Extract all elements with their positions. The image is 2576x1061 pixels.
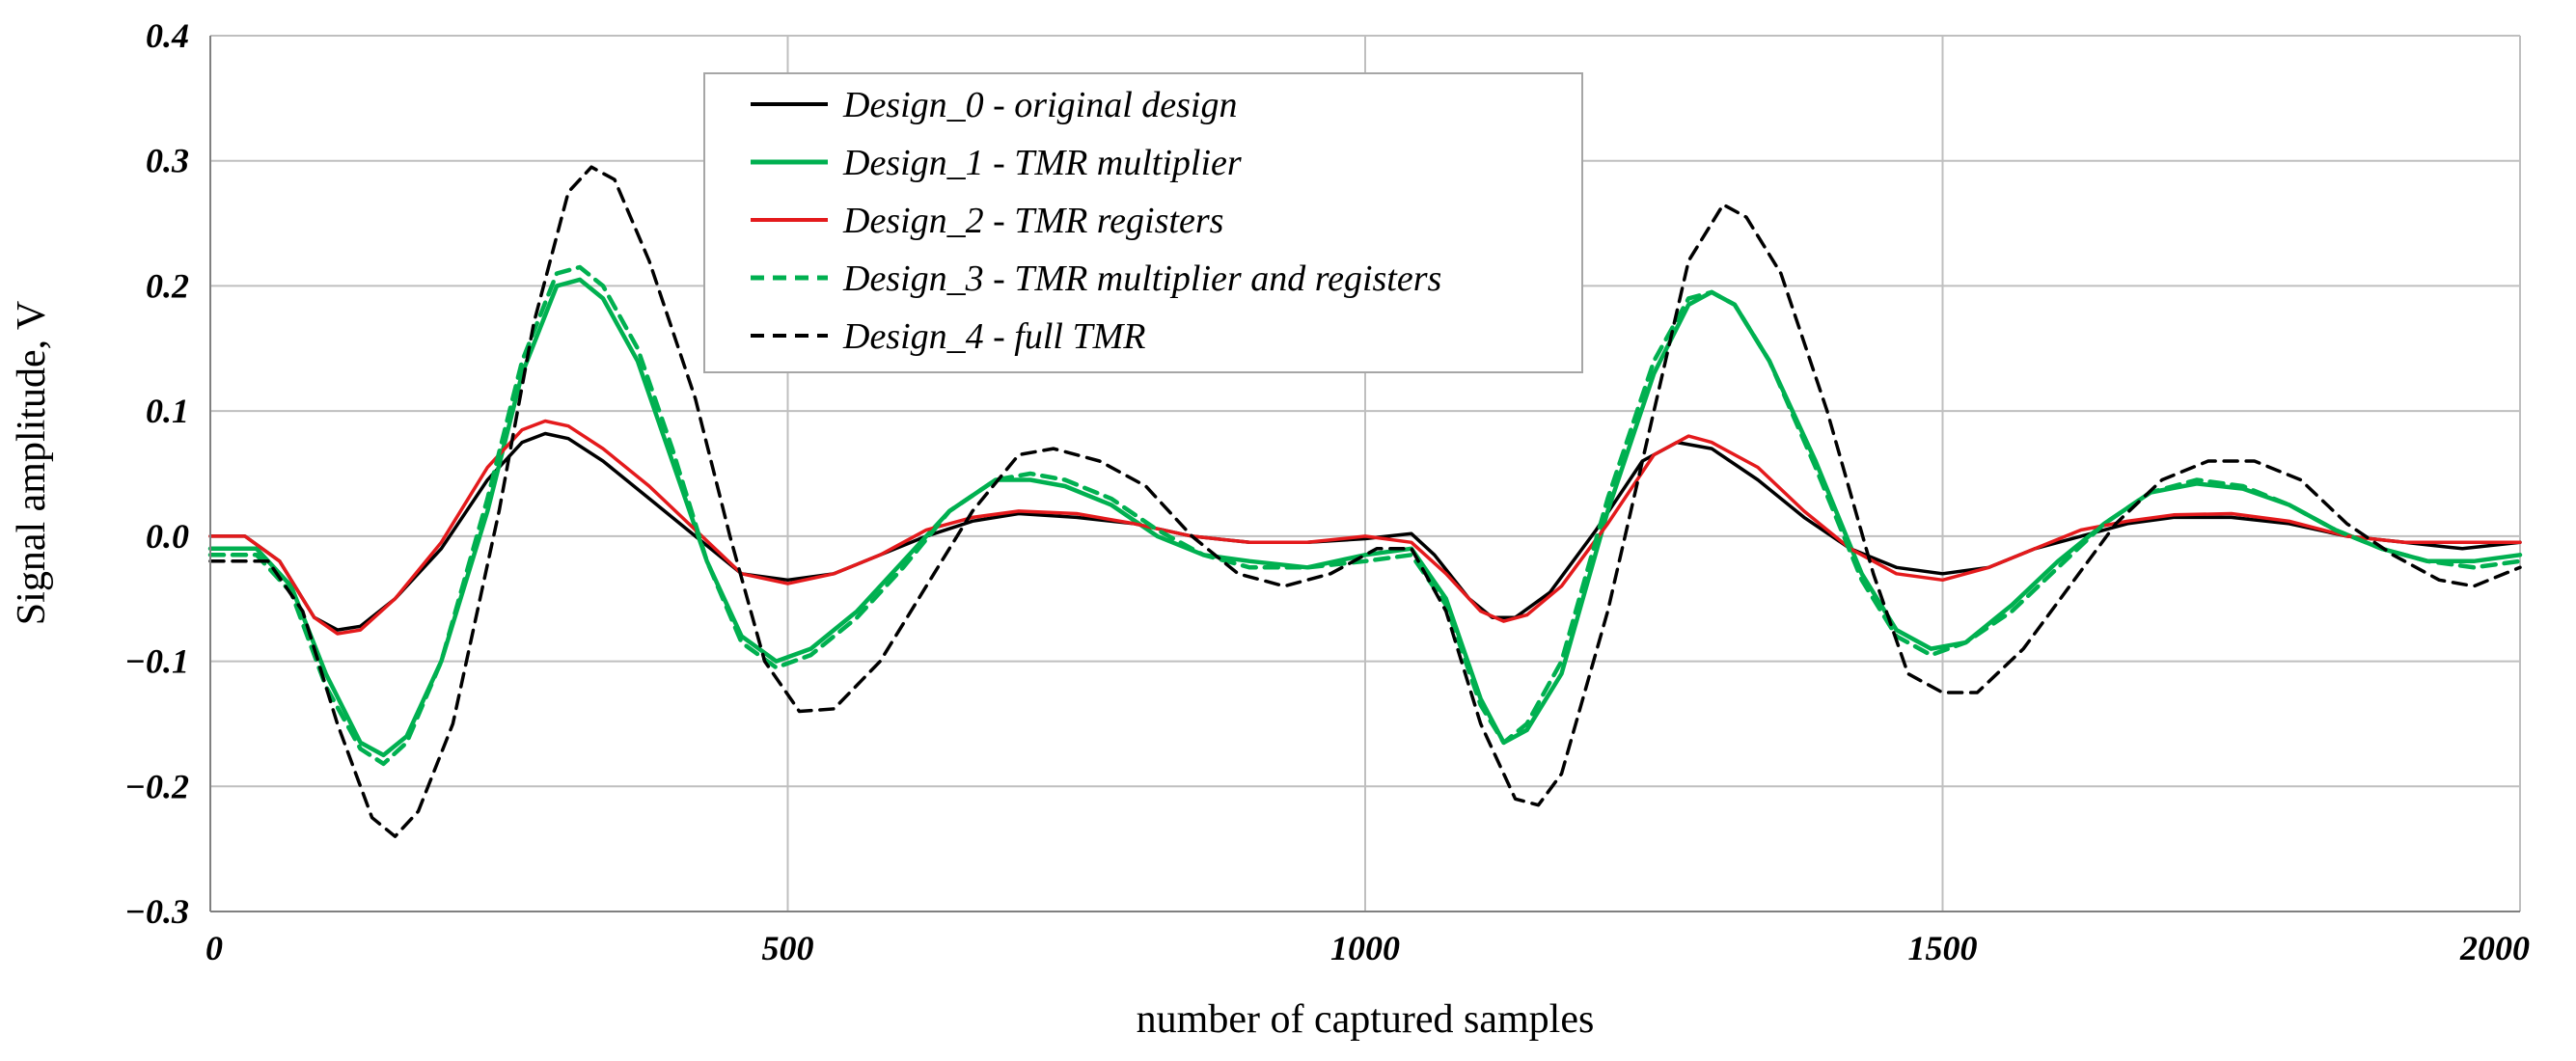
legend-items: Design_0 - original design Design_1 - TMR… [751, 85, 1441, 357]
x-tick-label: 1500 [1908, 929, 1978, 967]
y-tick-label: 0.4 [146, 16, 189, 55]
legend-label-design-4: Design_4 - full TMR [842, 316, 1145, 357]
legend-box [703, 72, 1583, 373]
x-tick-label: 1000 [1330, 929, 1400, 967]
y-tick-label: −0.2 [124, 767, 189, 805]
tick-labels: −0.3 −0.2 −0.1 0.0 0.1 0.2 0.3 0.4 0 500 1000 1500 2… [124, 16, 2530, 967]
y-axis-title: Signal amplitude, V [10, 301, 54, 625]
series-line-design-2 [208, 419, 2522, 636]
series-line-design-3 [207, 264, 2523, 767]
y-tick-label: −0.3 [124, 892, 189, 931]
axes [209, 36, 2520, 912]
legend-label-design-3: Design_3 - TMR multiplier and registers [842, 258, 1441, 299]
legend-label-design-2: Design_2 - TMR registers [842, 201, 1223, 241]
series-line-design-4 [208, 165, 2522, 838]
legend-label-design-1: Design_1 - TMR multiplier [842, 143, 1242, 183]
x-tick-label: 500 [762, 929, 814, 967]
y-tick-label: 0.0 [146, 517, 189, 556]
series-line-design-1 [207, 277, 2523, 758]
y-tick-label: 0.2 [146, 266, 189, 305]
x-tick-label: 0 [206, 929, 223, 967]
legend: Design_0 - original design Design_1 - TMR… [703, 72, 1583, 373]
legend-label-design-0: Design_0 - original design [842, 85, 1237, 125]
y-tick-label: 0.3 [146, 142, 189, 180]
y-tick-label: −0.1 [124, 642, 189, 681]
series-group [207, 165, 2523, 838]
x-axis-title: number of captured samples [1137, 997, 1595, 1042]
y-tick-label: 0.1 [146, 392, 189, 430]
x-tick-label: 2000 [2459, 929, 2530, 967]
